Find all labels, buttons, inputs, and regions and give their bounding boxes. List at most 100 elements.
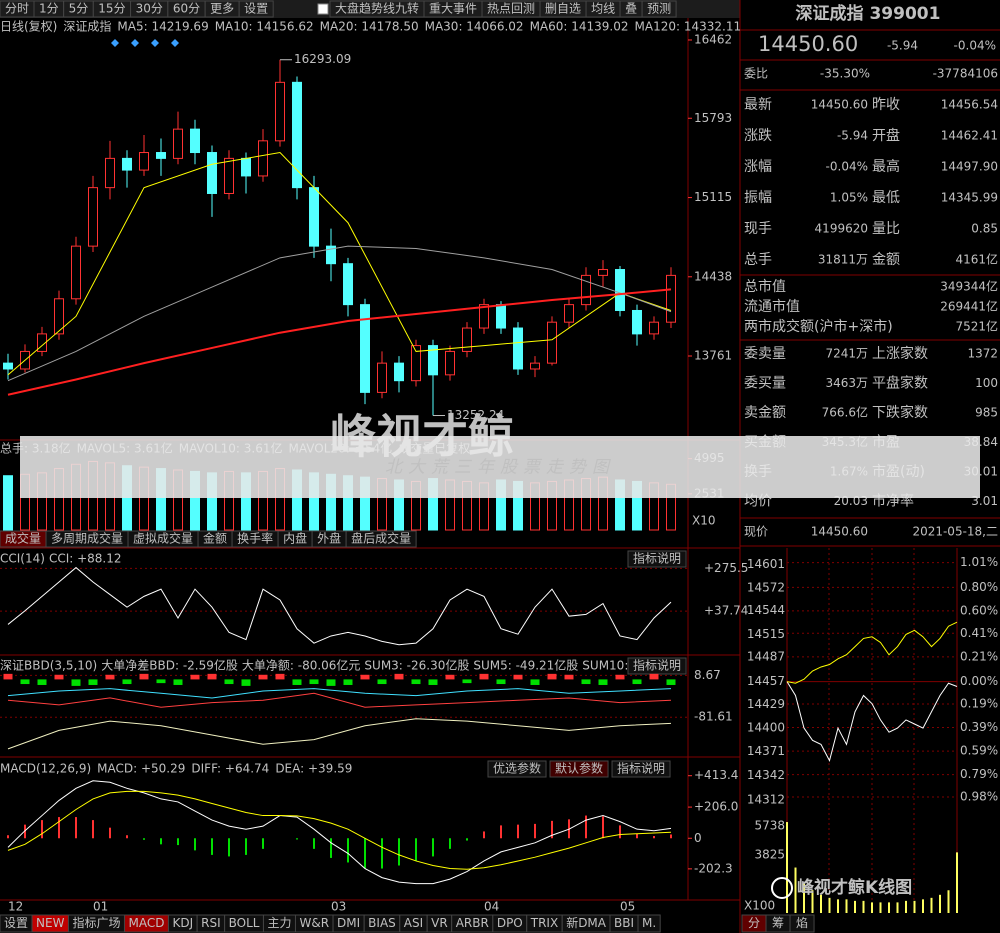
candle-body — [394, 362, 404, 382]
quote-label: 下跌家数 — [872, 404, 928, 421]
tab[interactable]: 焰 — [796, 915, 808, 930]
tab[interactable]: 新DMA — [566, 915, 607, 930]
toolbar-button[interactable]: 15分 — [98, 2, 125, 16]
tab[interactable]: 外盘 — [317, 531, 341, 546]
toolbar-button[interactable]: 设置 — [244, 2, 268, 16]
intraday-volume — [930, 897, 933, 913]
tab[interactable]: BBI — [614, 916, 634, 930]
macd-bar — [296, 838, 298, 840]
indicator-button[interactable]: 指标说明 — [633, 551, 681, 566]
candle-body — [54, 298, 64, 335]
tab[interactable]: 成交量 — [5, 531, 41, 546]
tab[interactable]: 虚拟成交量 — [133, 531, 193, 546]
legend-label: SUM3: -26.30亿股 — [364, 658, 469, 673]
toolbar-button[interactable]: 预测 — [647, 2, 671, 16]
tab[interactable]: 指标广场 — [72, 915, 120, 930]
tab[interactable]: 设置 — [4, 916, 28, 930]
quote-label: 平盘家数 — [872, 375, 928, 392]
bbd-bar — [224, 679, 234, 685]
tab[interactable]: ARBR — [456, 916, 489, 930]
bbd-bar — [496, 679, 506, 685]
tab-bg[interactable] — [345, 530, 417, 548]
banner — [20, 436, 980, 498]
macd-bar — [41, 820, 43, 839]
toolbar-button[interactable]: 30分 — [136, 2, 163, 16]
candle-body — [71, 245, 81, 300]
tab[interactable]: 筹 — [772, 916, 784, 930]
indicator-button[interactable]: 指标说明 — [633, 658, 681, 673]
tab[interactable]: DMI — [337, 916, 360, 930]
bbd-bar — [241, 679, 251, 686]
toolbar-button-bg[interactable] — [238, 0, 274, 18]
quote-value: 31811万 — [818, 253, 868, 267]
tab[interactable]: MACD — [128, 916, 164, 930]
candle-body — [411, 345, 421, 382]
quote-title: 深证成指 399001 — [796, 3, 941, 24]
candle-body — [360, 304, 370, 393]
toolbar-button[interactable]: 更多 — [210, 2, 234, 16]
tab-bg[interactable] — [789, 914, 815, 933]
tab[interactable]: TRIX — [530, 916, 558, 930]
intraday-volume — [803, 882, 805, 913]
indicator-button[interactable]: 默认参数 — [555, 761, 603, 776]
tab[interactable]: DPO — [497, 916, 523, 930]
tab[interactable]: ASI — [404, 916, 423, 930]
quote-label: 开盘 — [872, 127, 900, 144]
indicator-button-bg[interactable] — [549, 760, 609, 778]
quote-value: -0.04% — [826, 160, 868, 174]
y-tick-label: -81.61 — [694, 710, 733, 724]
toolbar-button[interactable]: 删自选 — [545, 2, 581, 16]
tab[interactable]: 金额 — [203, 531, 227, 546]
tab[interactable]: 盘后成交量 — [351, 531, 411, 546]
intraday-line — [786, 621, 958, 684]
toolbar-button[interactable]: 大盘趋势线九转 — [335, 1, 419, 16]
toolbar-button[interactable]: 热点回测 — [487, 2, 535, 16]
legend-label: DEA: +39.59 — [275, 762, 352, 776]
quote-label: 委卖量 — [744, 346, 786, 362]
candle-body — [173, 128, 183, 159]
tab[interactable]: 多周期成交量 — [51, 531, 123, 546]
bbd-bar — [292, 679, 302, 685]
tab[interactable]: KDJ — [172, 916, 193, 930]
quote-label: 涨幅 — [744, 159, 772, 175]
candle-body — [564, 304, 574, 323]
intraday-volume — [837, 899, 839, 913]
bbd-line — [7, 692, 672, 708]
tab[interactable]: VR — [431, 916, 448, 930]
tab[interactable]: 换手率 — [237, 531, 273, 546]
toolbar-button[interactable]: 均线 — [591, 2, 615, 16]
toolbar-button-bg[interactable] — [641, 0, 677, 18]
indicator-button-bg[interactable] — [611, 760, 671, 778]
bbd-line — [7, 718, 672, 750]
bbd-bar — [411, 679, 421, 685]
indicator-button[interactable]: 优选参数 — [493, 761, 541, 776]
indicator-button-bg[interactable] — [487, 760, 547, 778]
tab-bg[interactable] — [637, 914, 661, 933]
tab[interactable]: BOLL — [229, 916, 260, 930]
tab[interactable]: 主力 — [267, 916, 291, 930]
quote-label: 两市成交额(沪市+深市) — [744, 318, 893, 335]
toolbar-button[interactable]: 5分 — [69, 2, 89, 16]
intraday-price: 14450.60 — [811, 525, 868, 539]
quote-label: 卖金额 — [744, 405, 786, 421]
quote-value: 14345.99 — [941, 191, 998, 205]
toolbar-button[interactable]: 重大事件 — [429, 2, 477, 16]
tab[interactable]: NEW — [36, 916, 65, 930]
checkbox[interactable] — [317, 3, 329, 15]
intraday-volume — [922, 899, 924, 913]
tab[interactable]: 内盘 — [283, 531, 307, 546]
y2-tick-label: 0.59% — [960, 744, 998, 758]
tab[interactable]: 分 — [748, 916, 760, 930]
tab[interactable]: BIAS — [368, 916, 396, 930]
tab[interactable]: RSI — [201, 916, 221, 930]
indicator-button[interactable]: 指标说明 — [617, 761, 665, 776]
toolbar-button[interactable]: 叠 — [625, 2, 637, 16]
macd-bar — [24, 824, 26, 839]
tab[interactable]: W&R — [299, 916, 329, 930]
tab[interactable]: M. — [642, 916, 656, 930]
macd-bar — [398, 838, 400, 866]
toolbar-button[interactable]: 1分 — [39, 2, 59, 16]
toolbar-button[interactable]: 分时 — [5, 2, 29, 16]
indicator-button-bg[interactable] — [627, 550, 687, 568]
toolbar-button[interactable]: 60分 — [173, 2, 200, 16]
